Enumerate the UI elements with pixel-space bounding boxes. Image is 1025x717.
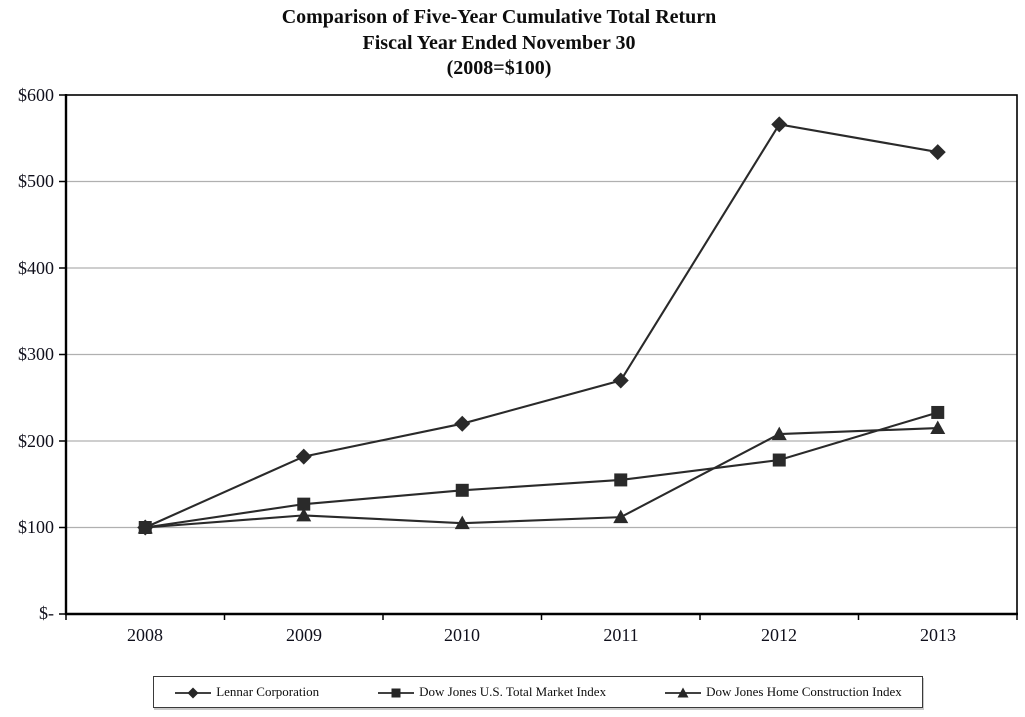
y-axis-tick-label: $- — [39, 603, 54, 623]
series-marker — [930, 420, 946, 435]
series-marker — [295, 448, 312, 465]
chart-title: Comparison of Five-Year Cumulative Total… — [281, 6, 717, 28]
x-axis-tick-label: 2012 — [761, 625, 797, 645]
x-axis-tick-label: 2008 — [127, 625, 163, 645]
chart-title-block: Comparison of Five-Year Cumulative Total… — [0, 5, 998, 82]
y-axis-tick-label: $300 — [18, 344, 54, 364]
series-marker — [931, 405, 945, 419]
y-axis-tick-label: $100 — [18, 517, 54, 537]
square-marker-icon — [377, 686, 415, 698]
series-marker — [613, 509, 629, 524]
series-line — [145, 426, 938, 529]
x-axis-tick-label: 2010 — [444, 625, 480, 645]
series-marker — [771, 116, 788, 133]
legend-label: Dow Jones U.S. Total Market Index — [419, 684, 607, 699]
y-axis-tick-label: $600 — [18, 85, 54, 105]
series-marker — [614, 473, 628, 487]
legend-item-dj-home-construction: Dow Jones Home Construction Index — [664, 684, 902, 700]
chart-subtitle: Fiscal Year Ended November 30 — [362, 31, 636, 54]
y-axis-tick-label: $200 — [18, 431, 54, 451]
y-axis-tick-label: $400 — [18, 258, 54, 278]
plot-area — [59, 94, 1018, 620]
series-line — [145, 411, 939, 529]
series-marker — [455, 483, 469, 497]
series-line — [144, 123, 938, 529]
series-marker — [929, 144, 946, 161]
legend-item-lennar: Lennar Corporation — [174, 684, 319, 700]
legend: Lennar Corporation Dow Jones U.S. Total … — [153, 676, 923, 708]
legend-item-dj-total-market: Dow Jones U.S. Total Market Index — [377, 684, 606, 700]
triangle-marker-icon — [664, 686, 702, 698]
series-marker — [454, 415, 471, 432]
series-marker — [771, 426, 787, 441]
x-axis-tick-label: 2009 — [286, 625, 322, 645]
series-marker — [772, 453, 786, 467]
x-axis-tick-label: 2011 — [603, 625, 639, 645]
legend-label: Lennar Corporation — [216, 684, 320, 699]
series-marker — [297, 497, 311, 511]
chart-baseline-note: (2008=$100) — [446, 57, 552, 79]
series-marker — [137, 520, 153, 534]
x-axis-tick-label: 2013 — [920, 625, 956, 645]
series-marker — [296, 507, 312, 522]
legend-label: Dow Jones Home Construction Index — [706, 684, 902, 699]
diamond-marker-icon — [174, 686, 212, 699]
series-marker — [454, 515, 470, 530]
y-axis-tick-label: $500 — [18, 171, 54, 191]
series-marker — [612, 372, 629, 389]
